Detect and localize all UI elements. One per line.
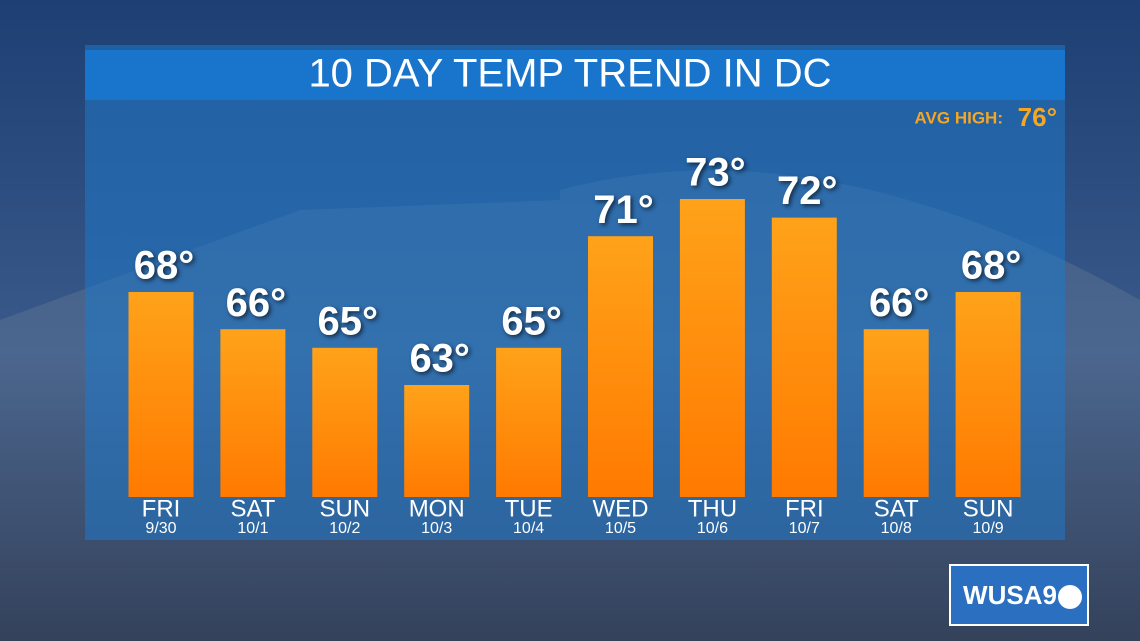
value-label: 63° — [409, 337, 470, 381]
value-label: 65° — [501, 299, 562, 343]
date-label: 10/4 — [513, 520, 544, 537]
value-label: 66° — [869, 281, 930, 325]
value-label: 73° — [685, 151, 746, 195]
x-tick-label: WED — [593, 495, 649, 522]
bar — [496, 347, 562, 497]
date-label: 10/1 — [237, 520, 268, 537]
date-label: 10/8 — [881, 520, 912, 537]
logo-eye — [1058, 585, 1082, 609]
x-tick-label: SUN — [963, 495, 1014, 522]
bar — [863, 329, 929, 497]
date-label: 10/6 — [697, 520, 728, 537]
bar — [588, 236, 653, 497]
x-tick-label: MON — [409, 495, 465, 522]
title-bar — [85, 50, 1065, 100]
x-tick-label: THU — [688, 495, 737, 522]
value-label: 72° — [777, 169, 838, 213]
date-label: 10/9 — [973, 520, 1004, 537]
bar — [220, 329, 286, 497]
avg-high-value: 76° — [1018, 102, 1057, 132]
value-label: 68° — [961, 244, 1022, 288]
x-tick-label: FRI — [785, 495, 824, 522]
avg-high-label: AVG HIGH: — [915, 108, 1003, 127]
bar — [128, 292, 194, 497]
bar — [955, 292, 1021, 497]
date-label: 10/2 — [329, 520, 360, 537]
date-label: 9/30 — [145, 520, 176, 537]
date-label: 10/5 — [605, 520, 636, 537]
logo: WUSA9 — [963, 580, 1057, 610]
date-label: 10/7 — [789, 520, 820, 537]
bar — [404, 385, 470, 497]
value-label: 71° — [593, 188, 654, 232]
x-tick-label: FRI — [142, 495, 181, 522]
x-tick-label: SUN — [319, 495, 370, 522]
x-tick-label: SAT — [874, 495, 919, 522]
value-label: 66° — [226, 281, 287, 325]
x-tick-label: SAT — [230, 495, 275, 522]
bar — [771, 217, 837, 497]
date-label: 10/3 — [421, 520, 452, 537]
value-label: 65° — [318, 299, 379, 343]
x-tick-label: TUE — [505, 495, 553, 522]
bar — [312, 347, 378, 497]
value-label: 68° — [134, 244, 195, 288]
chart-title: 10 DAY TEMP TREND IN DC — [308, 52, 831, 96]
bar — [679, 199, 745, 497]
